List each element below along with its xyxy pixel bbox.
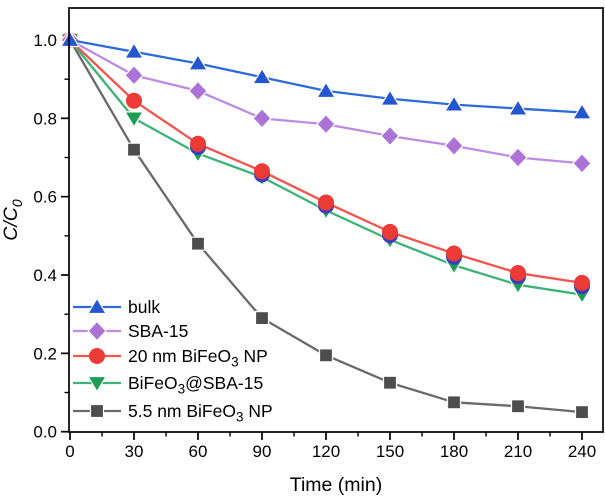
- data-point-marker: [380, 125, 400, 147]
- x-tick-label: 60: [189, 442, 208, 461]
- legend-label-5-5-nm-bifeo3-np: 5.5 nm BiFeO3 NP: [128, 401, 273, 425]
- y-axis-title: C/C0: [0, 199, 25, 241]
- data-point-marker: [507, 98, 529, 116]
- y-tick-label: 0.8: [33, 109, 57, 128]
- x-tick-label: 210: [504, 442, 532, 461]
- x-tick-label: 0: [65, 442, 74, 461]
- x-tick-label: 120: [312, 442, 340, 461]
- legend-item-20-nm-bifeo3-np: 20 nm BiFeO3 NP: [73, 346, 268, 370]
- data-point-marker: [574, 405, 590, 420]
- legend-label-bulk: bulk: [128, 297, 160, 317]
- data-point-marker: [510, 265, 526, 282]
- data-point-marker: [254, 311, 270, 326]
- data-point-marker: [316, 113, 336, 135]
- x-axis-title: Time (min): [290, 474, 382, 496]
- data-point-marker: [382, 223, 398, 240]
- data-series: [59, 29, 593, 420]
- data-point-marker: [251, 67, 273, 85]
- data-point-marker: [379, 89, 401, 106]
- plot-frame-border: [68, 7, 604, 433]
- series-bulk: [59, 30, 593, 120]
- x-tick-label: 150: [376, 442, 404, 461]
- data-point-marker: [574, 274, 590, 291]
- data-point-marker: [190, 135, 206, 152]
- y-tick-label: 0.6: [33, 188, 57, 207]
- data-point-marker: [315, 81, 337, 99]
- data-point-marker: [126, 142, 142, 157]
- y-tick-label: 0.0: [33, 423, 57, 442]
- data-point-marker: [87, 320, 107, 342]
- axis-ticks: 0 30 60 90 120 150 180 210 240 0.0 0.2 0.4 0.6 0.8 1.0: [33, 31, 596, 461]
- plot-frame: [68, 7, 604, 433]
- data-point-marker: [318, 194, 334, 211]
- legend-item-bulk: bulk: [73, 297, 160, 317]
- data-point-marker: [123, 42, 145, 59]
- data-point-marker: [572, 153, 592, 174]
- data-point-marker: [188, 80, 208, 102]
- data-point-marker: [86, 375, 108, 393]
- x-tick-label: 240: [568, 442, 596, 461]
- data-point-marker: [446, 395, 462, 410]
- data-point-marker: [124, 64, 144, 86]
- data-point-marker: [89, 348, 105, 364]
- data-point-marker: [444, 135, 464, 157]
- y-tick-label: 0.2: [33, 344, 57, 363]
- legend-item-sba-15: SBA-15: [73, 320, 188, 342]
- data-point-marker: [86, 297, 108, 315]
- data-point-marker: [571, 102, 593, 120]
- legend-label-bifeo3-sba-15: BiFeO3@SBA-15: [128, 373, 263, 397]
- data-point-marker: [508, 147, 528, 168]
- chart-legend: bulk SBA-15 20 nm BiFeO3 NP BiFeO3@SBA-15 5.…: [73, 297, 273, 425]
- x-tick-label: 30: [125, 442, 144, 461]
- y-tick-label: 1.0: [33, 31, 57, 50]
- legend-item-bifeo3-sba-15: BiFeO3@SBA-15: [73, 373, 263, 397]
- data-point-marker: [89, 403, 105, 419]
- data-point-marker: [510, 399, 526, 414]
- x-tick-label: 180: [440, 442, 468, 461]
- data-point-marker: [443, 94, 465, 112]
- data-point-marker: [254, 163, 270, 180]
- x-tick-label: 90: [253, 442, 272, 461]
- legend-item-5-5-nm-bifeo3-np: 5.5 nm BiFeO3 NP: [73, 401, 273, 425]
- data-point-marker: [382, 375, 398, 390]
- data-point-marker: [446, 245, 462, 262]
- data-point-marker: [59, 30, 81, 48]
- data-point-marker: [318, 348, 334, 363]
- data-point-marker: [126, 92, 142, 109]
- legend-label-20-nm-bifeo3-np: 20 nm BiFeO3 NP: [128, 346, 268, 370]
- data-point-marker: [190, 236, 206, 251]
- y-tick-label: 0.4: [33, 266, 57, 285]
- data-point-marker: [187, 53, 209, 71]
- data-point-marker: [252, 107, 272, 129]
- legend-label-sba-15: SBA-15: [128, 321, 188, 341]
- data-point-marker: [123, 111, 145, 129]
